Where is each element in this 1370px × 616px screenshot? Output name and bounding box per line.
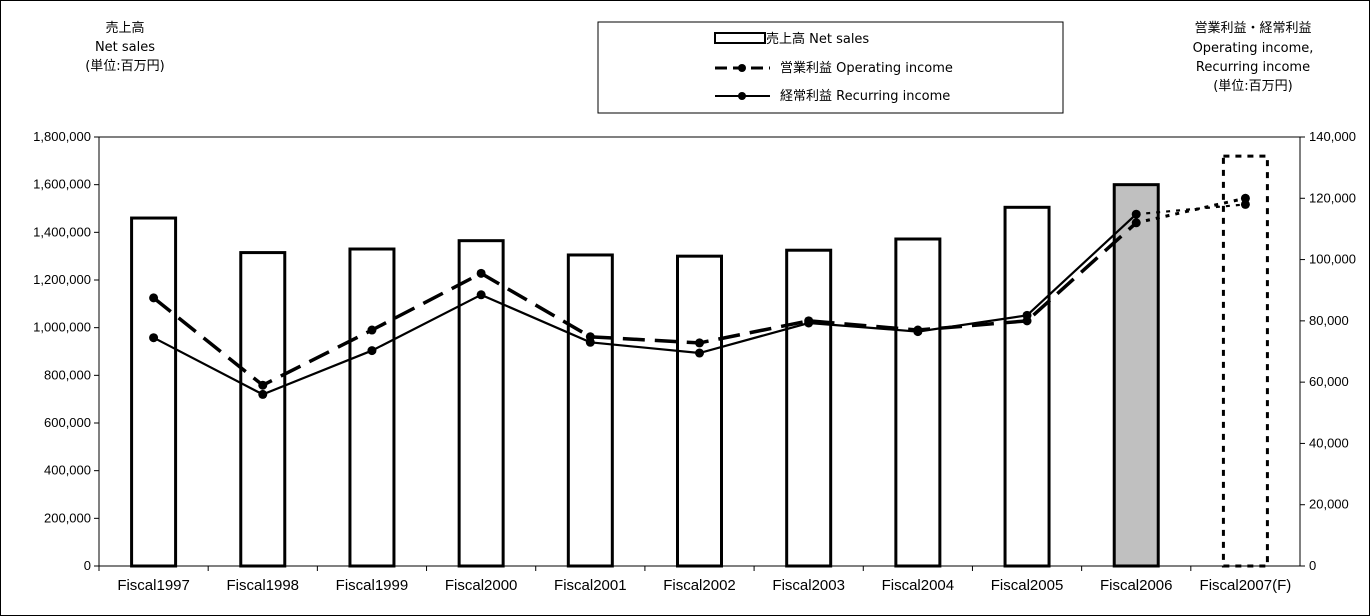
operating-income-point <box>1131 218 1141 228</box>
legend-operating-label: 営業利益 Operating income <box>780 60 953 76</box>
category-label: Fiscal2007(F) <box>1200 577 1292 594</box>
recurring-income-point <box>1131 209 1141 219</box>
right-tick-label: 60,000 <box>1309 374 1349 389</box>
net-sales-bar-forecast <box>1221 154 1269 568</box>
operating-income-forecast-segment <box>1135 196 1246 225</box>
plot-area: 0 200,000 400,000 600,000 800,000 1,000,000 1,… <box>33 129 1356 594</box>
operating-income-point <box>258 380 268 390</box>
right-tick-label: 80,000 <box>1309 313 1349 328</box>
net-sales-bar <box>1112 183 1160 568</box>
left-tick-label: 1,200,000 <box>33 272 91 287</box>
recurring-income-point <box>913 327 923 337</box>
left-axis-title-line-2: Net sales <box>95 40 155 55</box>
net-sales-bar <box>239 251 287 568</box>
net-sales-bar <box>894 237 942 568</box>
recurring-income-point <box>1022 310 1032 320</box>
category-label: Fiscal1999 <box>336 577 409 594</box>
recurring-income-line <box>153 213 1137 396</box>
left-axis-title-line-1: 売上高 <box>105 20 144 36</box>
net-sales-bar <box>1003 205 1051 568</box>
right-tick-label: 20,000 <box>1309 497 1349 512</box>
net-sales-bar <box>348 247 396 568</box>
category-label: Fiscal2002 <box>663 577 736 594</box>
category-label: Fiscal1997 <box>117 577 190 594</box>
left-tick-label: 1,600,000 <box>33 177 91 192</box>
right-tick-label: 0 <box>1309 558 1316 573</box>
category-label: Fiscal2005 <box>991 577 1064 594</box>
net-sales-bar <box>130 216 178 568</box>
legend-operating-marker <box>738 64 746 72</box>
left-tick-label: 800,000 <box>44 367 91 382</box>
recurring-income-point <box>149 333 159 343</box>
recurring-income-forecast-segment <box>1136 203 1246 216</box>
operating-income-line <box>152 221 1138 388</box>
operating-income-point <box>149 293 159 303</box>
category-label: Fiscal2001 <box>554 577 627 594</box>
left-tick-label: 1,400,000 <box>33 224 91 239</box>
left-tick-label: 0 <box>84 558 91 573</box>
left-tick-label: 600,000 <box>44 415 91 430</box>
net-sales-bar <box>676 254 723 568</box>
legend-net-sales-swatch <box>714 32 766 44</box>
recurring-income-point <box>258 389 268 399</box>
left-tick-label: 1,800,000 <box>33 129 91 144</box>
right-axis-title-line-2: Operating income, <box>1193 41 1314 56</box>
operating-income-point <box>367 325 377 335</box>
recurring-income-point <box>476 290 486 300</box>
net-sales-bar <box>566 253 614 568</box>
left-axis-title-line-3: (単位:百万円) <box>85 58 165 74</box>
legend-recurring-label: 経常利益 Recurring income <box>780 89 950 104</box>
legend-net-sales-label: 売上高 Net sales <box>766 31 869 47</box>
category-label: Fiscal1998 <box>226 577 299 594</box>
category-label: Fiscal2006 <box>1100 577 1173 594</box>
left-tick-label: 400,000 <box>44 463 91 478</box>
operating-income-point <box>476 268 486 278</box>
right-tick-label: 100,000 <box>1309 252 1356 267</box>
right-axis-title-line-4: (単位:百万円) <box>1213 78 1293 94</box>
right-tick-label: 120,000 <box>1309 190 1356 205</box>
right-axis-title-line-1: 営業利益・経常利益 <box>1194 20 1311 36</box>
recurring-income-point <box>585 337 595 347</box>
right-axis-title-line-3: Recurring income <box>1196 60 1310 75</box>
recurring-income-point <box>367 346 377 356</box>
category-label: Fiscal2004 <box>882 577 955 594</box>
net-sales-bar <box>785 248 833 568</box>
net-sales-bar <box>457 239 505 568</box>
category-label: Fiscal2003 <box>772 577 845 594</box>
recurring-income-point <box>804 318 814 328</box>
right-tick-label: 140,000 <box>1309 129 1356 144</box>
operating-income-point <box>695 338 704 348</box>
legend: 売上高 Net sales 営業利益 Operating income 経常利益… <box>597 21 1064 114</box>
left-tick-label: 200,000 <box>44 510 91 525</box>
legend-box <box>597 21 1064 114</box>
recurring-income-point <box>695 348 704 358</box>
recurring-income-point <box>1240 199 1250 209</box>
left-tick-label: 1,000,000 <box>33 320 91 335</box>
legend-recurring-marker <box>738 92 746 100</box>
category-label: Fiscal2000 <box>445 577 518 594</box>
right-tick-label: 40,000 <box>1309 435 1349 450</box>
